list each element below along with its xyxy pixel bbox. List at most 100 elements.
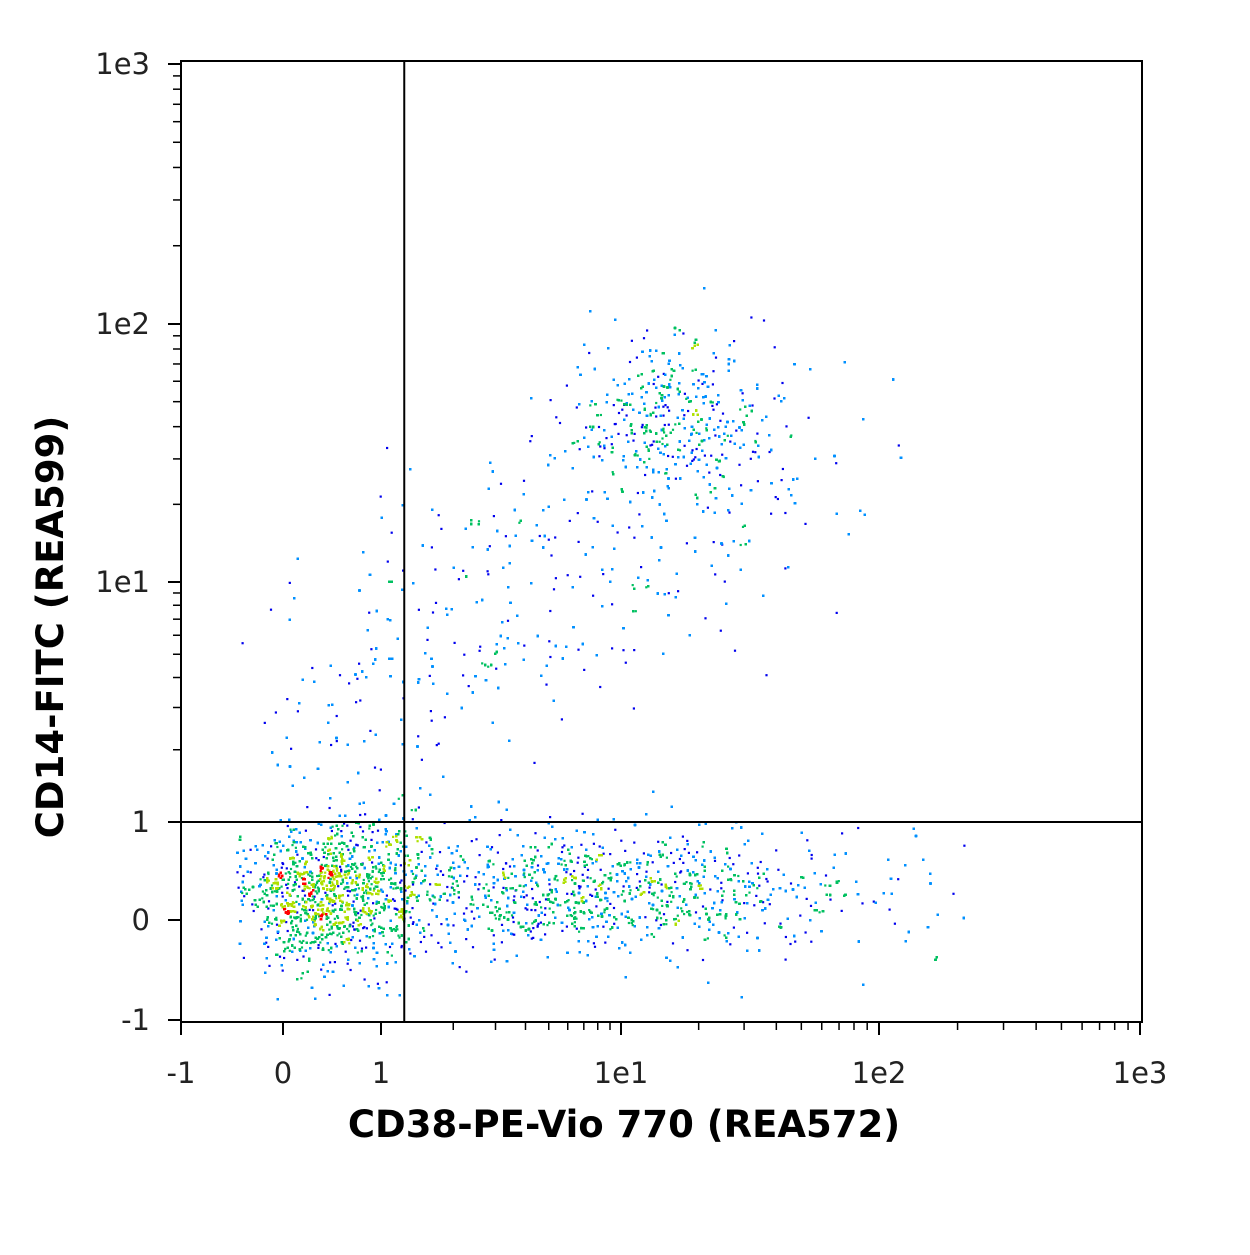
event-dot bbox=[426, 638, 429, 641]
event-dot bbox=[706, 506, 709, 509]
event-dot bbox=[651, 443, 654, 446]
event-dot bbox=[565, 925, 568, 928]
event-dot bbox=[645, 870, 648, 873]
event-dot bbox=[549, 816, 552, 819]
event-dot bbox=[651, 861, 654, 864]
event-dot bbox=[549, 655, 552, 659]
event-dot bbox=[594, 888, 597, 891]
event-dot bbox=[756, 432, 759, 435]
event-dot bbox=[770, 512, 773, 515]
event-dot bbox=[533, 761, 536, 764]
event-dot bbox=[249, 848, 252, 851]
event-dot bbox=[437, 742, 440, 745]
event-dot bbox=[701, 905, 705, 908]
event-dot bbox=[719, 419, 722, 422]
event-dot bbox=[784, 935, 787, 939]
event-dot bbox=[719, 629, 722, 632]
event-dot bbox=[352, 921, 355, 924]
event-dot bbox=[668, 409, 671, 412]
event-dot bbox=[351, 925, 354, 928]
event-dot bbox=[644, 916, 647, 919]
event-dot bbox=[776, 497, 779, 501]
event-dot bbox=[364, 813, 367, 816]
event-dot bbox=[712, 541, 715, 544]
event-dot bbox=[714, 434, 717, 437]
event-dot bbox=[732, 863, 735, 866]
event-dot bbox=[638, 880, 641, 883]
event-dot bbox=[372, 902, 375, 905]
event-dot bbox=[330, 743, 333, 747]
event-dot bbox=[537, 922, 540, 925]
event-dot bbox=[569, 873, 572, 876]
event-dot bbox=[779, 922, 782, 925]
event-dot bbox=[735, 429, 738, 432]
event-dot bbox=[579, 885, 582, 888]
event-dot bbox=[547, 538, 550, 541]
event-dot bbox=[288, 581, 291, 584]
event-dot bbox=[840, 909, 843, 912]
event-dot bbox=[479, 645, 482, 648]
event-dot bbox=[440, 946, 443, 949]
event-dot bbox=[347, 848, 350, 851]
event-dot bbox=[624, 849, 627, 852]
event-dot bbox=[424, 950, 428, 953]
event-dot bbox=[640, 426, 643, 429]
event-dot bbox=[573, 869, 576, 873]
event-dot bbox=[313, 895, 316, 898]
event-dot bbox=[588, 351, 591, 355]
event-dot bbox=[711, 404, 714, 407]
event-dot bbox=[348, 682, 351, 685]
event-dot bbox=[774, 496, 777, 499]
event-dot bbox=[558, 421, 562, 425]
event-dot bbox=[694, 456, 697, 459]
event-dot bbox=[465, 970, 468, 973]
event-dot bbox=[576, 512, 579, 515]
event-dot bbox=[477, 888, 480, 891]
event-dot bbox=[648, 886, 651, 889]
event-dot bbox=[360, 947, 364, 950]
event-dot bbox=[696, 851, 699, 854]
event-dot bbox=[488, 545, 491, 548]
event-dot bbox=[687, 409, 690, 413]
event-dot bbox=[430, 546, 433, 549]
event-dot bbox=[604, 896, 607, 899]
event-dot bbox=[728, 511, 731, 514]
event-dot bbox=[585, 426, 588, 429]
event-dot bbox=[721, 899, 724, 902]
event-dot bbox=[335, 714, 338, 718]
event-dot bbox=[809, 904, 813, 907]
event-dot bbox=[753, 904, 756, 907]
event-dot bbox=[368, 611, 371, 614]
event-dot bbox=[659, 923, 662, 927]
event-dot bbox=[504, 535, 507, 538]
event-dot bbox=[493, 958, 496, 961]
event-dot bbox=[539, 921, 542, 924]
event-dot bbox=[577, 540, 580, 543]
event-dot bbox=[614, 828, 617, 831]
event-dot bbox=[577, 885, 581, 888]
event-dot bbox=[694, 911, 698, 914]
event-dot bbox=[385, 894, 388, 897]
event-dot bbox=[642, 852, 645, 855]
event-dot bbox=[276, 931, 279, 934]
event-dot bbox=[505, 862, 508, 865]
event-dot bbox=[810, 857, 813, 860]
event-dot bbox=[721, 412, 725, 415]
event-dot bbox=[746, 872, 749, 875]
event-dot bbox=[529, 440, 532, 443]
event-dot bbox=[768, 450, 771, 454]
event-dot bbox=[824, 874, 828, 877]
event-dot bbox=[649, 444, 652, 447]
event-dot bbox=[281, 862, 284, 865]
event-dot bbox=[549, 888, 552, 891]
event-dot bbox=[751, 404, 754, 407]
event-dot bbox=[610, 443, 613, 446]
event-dot bbox=[720, 887, 723, 890]
event-dot bbox=[543, 913, 547, 916]
event-dot bbox=[399, 881, 402, 884]
event-dot bbox=[302, 955, 305, 958]
event-dot bbox=[442, 873, 445, 876]
event-dot bbox=[646, 329, 649, 332]
event-dot bbox=[359, 699, 362, 702]
event-dot bbox=[611, 647, 614, 650]
